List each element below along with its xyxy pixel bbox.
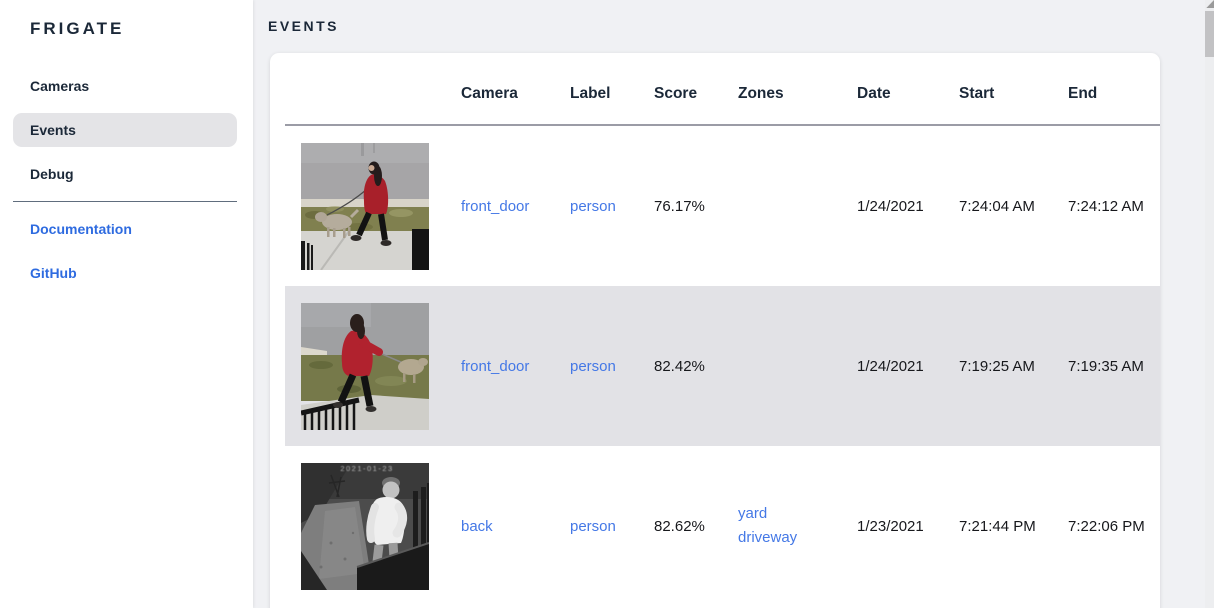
date-cell: 1/24/2021 <box>857 357 924 375</box>
header-camera: Camera <box>461 85 518 102</box>
start-cell: 7:24:04 AM <box>959 197 1035 215</box>
sidebar-item-events[interactable]: Events <box>13 113 237 147</box>
header-thumbnail-col <box>285 103 461 124</box>
thumbnail-cell <box>285 142 461 270</box>
app-logo: FRIGATE <box>30 19 125 38</box>
header-date: Date <box>857 85 891 102</box>
end-cell: 7:22:06 PM <box>1068 517 1145 535</box>
page-title: EVENTS <box>268 18 340 34</box>
sidebar-item-debug[interactable]: Debug <box>30 166 74 182</box>
header-label: Label <box>570 85 611 102</box>
start-cell: 7:21:44 PM <box>959 517 1036 535</box>
end-cell: 7:24:12 AM <box>1068 197 1144 215</box>
camera-cell[interactable]: front_door <box>461 197 530 215</box>
event-row[interactable]: front_door person 76.17% 1/24/2021 7:24:… <box>285 126 1160 286</box>
event-thumbnail-person-red-hoodie-dog[interactable] <box>301 302 429 430</box>
zone-link-driveway[interactable]: driveway <box>738 529 798 546</box>
sidebar-nav: Cameras Events Debug <box>0 69 253 191</box>
header-start: Start <box>959 85 995 102</box>
event-thumbnail-person-red-coat-dog[interactable] <box>301 142 429 270</box>
zone-link-yard[interactable]: yard <box>738 505 768 522</box>
thumbnail-osd-timestamp: 2021-01-23 <box>340 464 393 473</box>
label-cell[interactable]: person <box>570 197 616 215</box>
header-end: End <box>1068 85 1098 102</box>
label-cell[interactable]: person <box>570 517 616 535</box>
vertical-scrollbar[interactable] <box>1205 0 1214 608</box>
header-score: Score <box>654 85 698 102</box>
date-cell: 1/23/2021 <box>857 517 924 535</box>
zones-cell: yard driveway <box>738 502 857 550</box>
header-zones: Zones <box>738 85 784 102</box>
event-row-selected[interactable]: front_door person 82.42% 1/24/2021 7:19:… <box>285 286 1160 446</box>
scrollbar-thumb[interactable] <box>1205 11 1214 57</box>
sidebar-link-documentation[interactable]: Documentation <box>30 221 132 237</box>
sidebar: FRIGATE Cameras Events Debug Documentati… <box>0 0 253 608</box>
camera-cell[interactable]: back <box>461 517 493 535</box>
sidebar-divider <box>13 201 237 202</box>
score-cell: 82.62% <box>654 517 705 535</box>
score-cell: 82.42% <box>654 357 705 375</box>
end-cell: 7:19:35 AM <box>1068 357 1144 375</box>
score-cell: 76.17% <box>654 197 705 215</box>
event-thumbnail-night-person-white-shirt[interactable]: 2021-01-23 <box>301 462 429 590</box>
sidebar-item-cameras[interactable]: Cameras <box>30 78 90 94</box>
events-card: Camera Label Score Zones Date Start End <box>270 53 1160 608</box>
events-table-header: Camera Label Score Zones Date Start End <box>285 53 1160 126</box>
date-cell: 1/24/2021 <box>857 197 924 215</box>
event-row[interactable]: 2021-01-23 <box>285 446 1160 606</box>
sidebar-link-github[interactable]: GitHub <box>30 265 77 281</box>
start-cell: 7:19:25 AM <box>959 357 1035 375</box>
camera-cell[interactable]: front_door <box>461 357 530 375</box>
main-content: EVENTS Camera Label Score Zones Date Sta… <box>253 0 1214 608</box>
thumbnail-cell <box>285 302 461 430</box>
scrollbar-up-arrow-icon[interactable] <box>1206 0 1214 8</box>
label-cell[interactable]: person <box>570 357 616 375</box>
thumbnail-cell: 2021-01-23 <box>285 462 461 590</box>
